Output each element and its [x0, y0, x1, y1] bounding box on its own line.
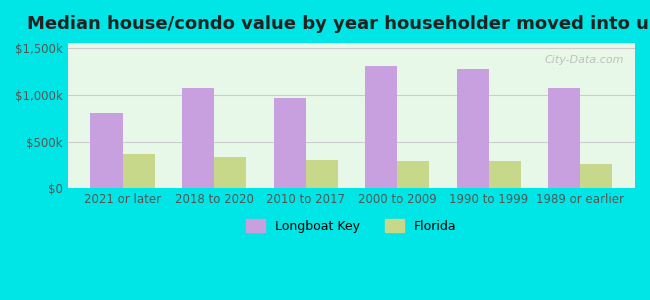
- Bar: [365, 66, 397, 188]
- Bar: [306, 160, 337, 188]
- Bar: [548, 88, 580, 188]
- Text: City-Data.com: City-Data.com: [544, 55, 623, 64]
- Title: Median house/condo value by year householder moved into unit: Median house/condo value by year househo…: [27, 15, 650, 33]
- Bar: [456, 69, 489, 188]
- Legend: Longboat Key, Florida: Longboat Key, Florida: [241, 214, 462, 238]
- Bar: [90, 113, 122, 188]
- Bar: [489, 161, 521, 188]
- Bar: [397, 161, 429, 188]
- Bar: [214, 158, 246, 188]
- Bar: [122, 154, 155, 188]
- Bar: [580, 164, 612, 188]
- Bar: [274, 98, 305, 188]
- Bar: [182, 88, 214, 188]
